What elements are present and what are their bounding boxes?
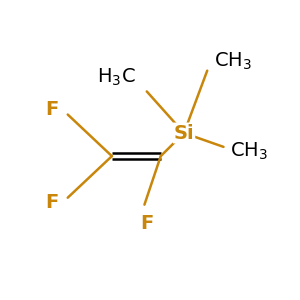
Text: F: F xyxy=(140,214,153,232)
Text: F: F xyxy=(45,193,58,212)
Text: F: F xyxy=(45,100,58,119)
Text: $\mathregular{CH_3}$: $\mathregular{CH_3}$ xyxy=(230,141,268,162)
Text: $\mathregular{H_3C}$: $\mathregular{H_3C}$ xyxy=(97,67,136,88)
Text: Si: Si xyxy=(174,124,194,142)
Text: $\mathregular{CH_3}$: $\mathregular{CH_3}$ xyxy=(214,51,252,72)
